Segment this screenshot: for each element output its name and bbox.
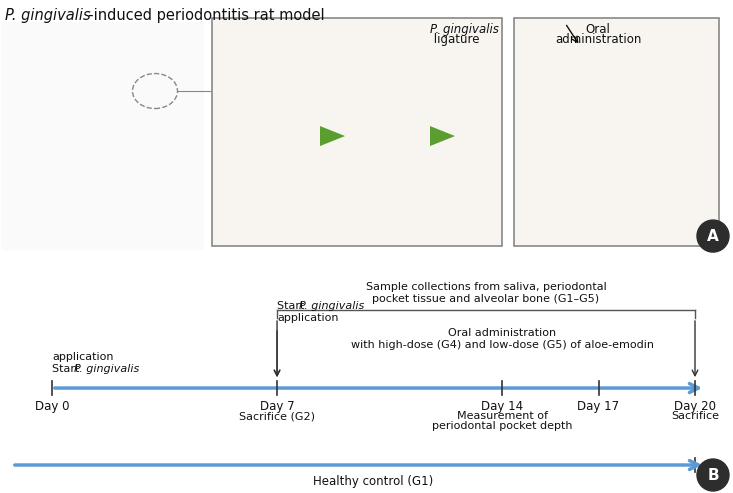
Text: Start: Start	[277, 301, 308, 311]
Polygon shape	[320, 126, 345, 146]
Text: Sample collections from saliva, periodontal: Sample collections from saliva, periodon…	[366, 282, 606, 292]
Circle shape	[697, 220, 729, 252]
Text: P. gingivalis: P. gingivalis	[299, 301, 364, 311]
Text: -induced periodontitis rat model: -induced periodontitis rat model	[5, 8, 325, 23]
FancyBboxPatch shape	[514, 18, 719, 246]
Text: Day 0: Day 0	[34, 400, 69, 413]
FancyBboxPatch shape	[1, 22, 204, 250]
Text: Day 17: Day 17	[578, 400, 619, 413]
Circle shape	[697, 459, 729, 491]
Text: pocket tissue and alveolar bone (G1–G5): pocket tissue and alveolar bone (G1–G5)	[372, 294, 600, 304]
Text: Sacrifice: Sacrifice	[671, 411, 719, 421]
Text: Start: Start	[52, 364, 83, 374]
Text: with high-dose (G4) and low-dose (G5) of aloe-emodin: with high-dose (G4) and low-dose (G5) of…	[350, 340, 654, 350]
Text: periodontal pocket depth: periodontal pocket depth	[432, 421, 572, 431]
Text: application: application	[277, 313, 339, 323]
Polygon shape	[430, 126, 455, 146]
Text: P. gingivalis: P. gingivalis	[74, 364, 139, 374]
Text: P. gingivalis: P. gingivalis	[430, 23, 499, 36]
Text: Oral administration: Oral administration	[448, 328, 556, 338]
Text: Sacrifice (G2): Sacrifice (G2)	[239, 411, 315, 421]
Text: Oral: Oral	[586, 23, 611, 36]
Text: application: application	[52, 352, 114, 362]
Text: Day 20: Day 20	[674, 400, 716, 413]
Text: administration: administration	[555, 33, 641, 46]
Text: Day 7: Day 7	[259, 400, 295, 413]
Text: P. gingivalis: P. gingivalis	[5, 8, 91, 23]
Text: ligature: ligature	[430, 33, 479, 46]
FancyBboxPatch shape	[212, 18, 502, 246]
Text: B: B	[707, 467, 719, 483]
Text: Day 14: Day 14	[481, 400, 523, 413]
Text: Measurement of: Measurement of	[457, 411, 548, 421]
Text: A: A	[707, 229, 719, 244]
Text: Healthy control (G1): Healthy control (G1)	[314, 475, 434, 488]
